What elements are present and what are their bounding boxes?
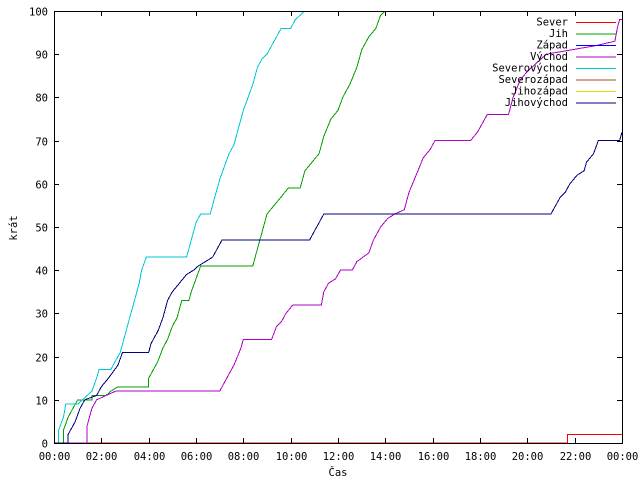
- x-tick-label: 22:00: [560, 451, 592, 463]
- x-tick-label: 00:00: [39, 451, 71, 463]
- series-group: [54, 11, 622, 443]
- x-tick-label: 14:00: [370, 451, 402, 463]
- y-tick-label: 40: [35, 266, 48, 278]
- x-axis-label: Čas: [329, 466, 348, 479]
- x-tick-label: 12:00: [323, 451, 355, 463]
- y-tick-label: 30: [35, 309, 48, 321]
- legend: SeverJihZápadVýchodSeverovýchodSeverozáp…: [492, 17, 616, 109]
- x-tick-label: 20:00: [512, 451, 544, 463]
- legend-label: Sever: [536, 17, 568, 29]
- legend-label: Severovýchod: [492, 63, 568, 75]
- legend-label: Jihovýchod: [505, 97, 568, 109]
- x-tick-label: 02:00: [86, 451, 118, 463]
- legend-label: Jihozápad: [511, 86, 568, 98]
- series-line-2: [54, 11, 386, 443]
- series-line-8: [54, 131, 622, 443]
- x-axis-ticks: 00:00 02:00 04:00 06:00 08:00 10:00 12:00 14:00…: [39, 11, 639, 463]
- y-axis-label: krát: [8, 215, 20, 240]
- x-tick-label: 00:00: [607, 451, 639, 463]
- x-tick-label: 08:00: [228, 451, 260, 463]
- y-tick-label: 50: [35, 223, 48, 235]
- series-line-4: [54, 19, 622, 443]
- legend-label: Západ: [536, 40, 568, 52]
- y-tick-label: 10: [35, 396, 48, 408]
- series-line-1: [54, 433, 622, 443]
- y-tick-label: 80: [35, 93, 48, 105]
- legend-label: Severozápad: [498, 74, 568, 86]
- x-tick-label: 04:00: [134, 451, 166, 463]
- y-tick-label: 100: [29, 7, 48, 19]
- y-axis-ticks: 0 10 20 30 40 50 60 70 80 90 100: [29, 7, 622, 451]
- x-tick-label: 06:00: [181, 451, 213, 463]
- x-tick-label: 10:00: [276, 451, 308, 463]
- y-tick-label: 60: [35, 180, 48, 192]
- legend-label: Jih: [549, 28, 568, 40]
- series-line-5: [54, 11, 315, 443]
- x-tick-label: 16:00: [418, 451, 450, 463]
- x-tick-label: 18:00: [465, 451, 497, 463]
- y-tick-label: 70: [35, 137, 48, 149]
- y-tick-label: 90: [35, 50, 48, 62]
- y-tick-label: 20: [35, 353, 48, 365]
- y-tick-label: 0: [42, 439, 48, 451]
- legend-label: Východ: [530, 51, 568, 63]
